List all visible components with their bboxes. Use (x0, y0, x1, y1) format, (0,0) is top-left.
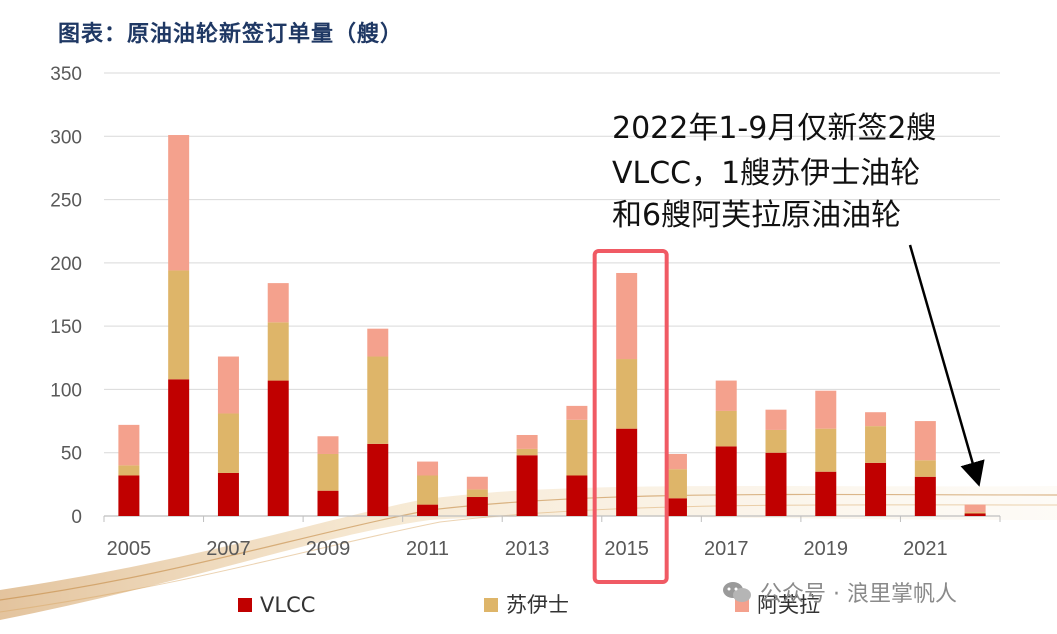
bar-segment (466, 476, 488, 490)
bar-segment (566, 475, 588, 516)
bar-segment (367, 328, 389, 357)
annotation-line: 2022年1-9月仅新签2艘 (612, 111, 936, 146)
y-tick-label: 100 (50, 380, 82, 401)
x-tick-label: 2013 (505, 538, 550, 560)
y-tick-label: 250 (50, 191, 82, 212)
bar-segment (964, 504, 986, 513)
annotation-arrow (908, 244, 985, 487)
bar-segment (914, 460, 936, 477)
bar-segment (466, 497, 488, 516)
bar-segment (417, 475, 439, 505)
legend-label: 阿芙拉 (757, 593, 820, 617)
bar-segment (417, 504, 439, 516)
bar-segment (914, 421, 936, 461)
bar-segment (367, 356, 389, 444)
bar-segment (168, 135, 190, 271)
bar-segment (665, 453, 687, 470)
wechat-icon (723, 582, 751, 602)
bar-segment (217, 413, 239, 473)
bar-segment (964, 513, 986, 516)
axes: 0 50 100 150 200 250 300 350 2005 2007 2009 2011 201… (50, 64, 1001, 560)
y-tick-label: 0 (71, 507, 82, 528)
x-tick-label: 2007 (206, 538, 251, 560)
bar-segment (815, 428, 837, 472)
legend-swatch (238, 598, 252, 612)
bar-segment (715, 410, 737, 447)
bar-segment (865, 462, 887, 516)
x-tick-label: 2009 (306, 538, 351, 560)
bar-segment (516, 448, 538, 456)
bar-segment (118, 424, 140, 466)
bar-segment (466, 489, 488, 498)
bar-segment (964, 512, 986, 514)
gridlines (104, 72, 1000, 454)
bar-segment (516, 455, 538, 516)
legend: VLCC 苏伊士 阿芙拉 (238, 593, 820, 617)
bar-segment (765, 409, 787, 430)
annotation-line: 和6艘阿芙拉原油油轮 (612, 198, 901, 233)
bar-segment (665, 469, 687, 499)
legend-swatch (484, 598, 498, 612)
bar-segment (317, 490, 339, 516)
x-tick-label: 2019 (804, 538, 849, 560)
legend-swatch (735, 598, 749, 612)
legend-label: 苏伊士 (506, 593, 569, 617)
bar-segment (616, 359, 638, 429)
bar-segment (914, 476, 936, 516)
bar-segment (168, 379, 190, 516)
bar-segment (118, 465, 140, 476)
bar-segment (665, 498, 687, 516)
bar-segment (217, 356, 239, 414)
y-tick-label: 150 (50, 317, 82, 338)
bar-segment (367, 443, 389, 516)
bar-segment (267, 283, 289, 323)
watermark: 公众号 · 浪里掌帆人 (722, 576, 957, 608)
bar-segment (267, 322, 289, 381)
y-tick-label: 350 (50, 64, 82, 85)
bar-segment (118, 475, 140, 516)
bar-segment (317, 453, 339, 491)
bars (118, 135, 986, 516)
bar-segment (616, 272, 638, 360)
bar-segment (715, 380, 737, 411)
bar-segment (715, 446, 737, 516)
bar-segment (865, 426, 887, 463)
bar-segment (566, 419, 588, 476)
legend-label: VLCC (260, 593, 315, 617)
bar-segment (815, 471, 837, 516)
watermark-text: 公众号 · 浪里掌帆人 (760, 582, 957, 607)
bar-segment (616, 428, 638, 516)
x-tick-label: 2017 (704, 538, 749, 560)
bar-segment (168, 270, 190, 380)
bar-segment (815, 390, 837, 429)
bar-segment (865, 412, 887, 427)
y-tick-label: 200 (50, 254, 82, 275)
bar-segment (566, 405, 588, 420)
x-tick-label: 2005 (107, 538, 152, 560)
chart-title: 图表：原油油轮新签订单量（艘） (58, 22, 404, 47)
x-tick-label: 2021 (903, 538, 948, 560)
y-tick-label: 300 (50, 127, 82, 148)
x-tick-label: 2015 (604, 538, 649, 560)
annotation-line: VLCC，1艘苏伊士油轮 (612, 156, 920, 191)
highlight-box-2015 (592, 249, 669, 584)
bar-segment (516, 434, 538, 449)
bar-segment (765, 429, 787, 453)
bar-segment (267, 380, 289, 516)
bar-segment (765, 452, 787, 516)
x-tick-label: 2011 (406, 538, 449, 560)
bar-segment (217, 472, 239, 516)
y-tick-label: 50 (61, 444, 82, 465)
bar-segment (417, 461, 439, 476)
bar-segment (317, 436, 339, 454)
